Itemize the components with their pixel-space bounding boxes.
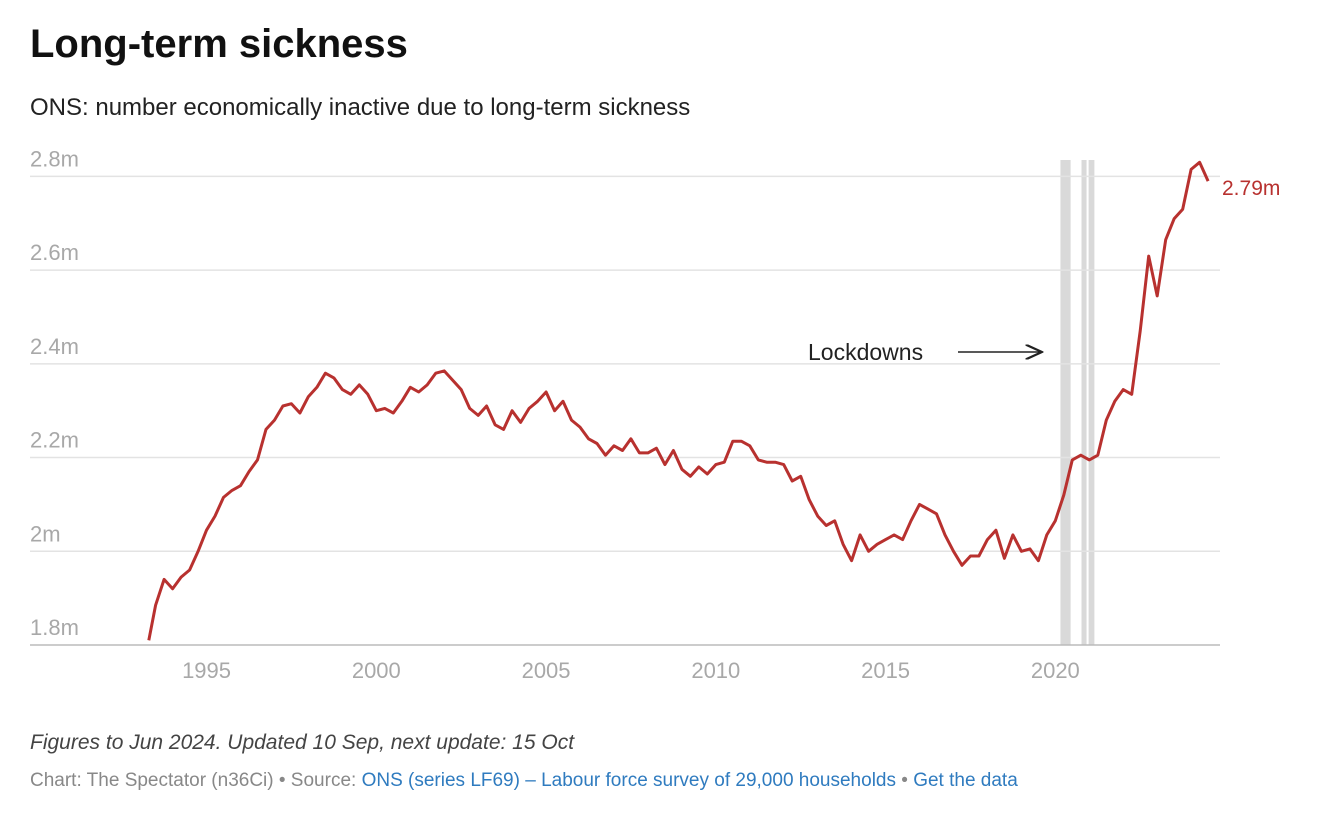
source-line: Chart: The Spectator (n36Ci) • Source: O… [30,770,1018,791]
grid-layer [30,175,1220,646]
y-tick-label: 2m [30,521,61,546]
lockdown-band [1060,160,1071,645]
y-tick-label: 2.4m [30,334,79,359]
series-line [147,160,1210,641]
lockdown-band [1081,160,1087,645]
credit: Chart: The Spectator (n36Ci) • Source: [30,770,356,791]
lockdown-band [1088,160,1095,645]
shade-layer [1060,160,1095,645]
x-tick-label: 2015 [861,658,910,683]
y-tick-label: 1.8m [30,615,79,640]
separator: • [901,770,908,791]
y-tick-label: 2.6m [30,240,79,265]
x-tick-label: 2010 [691,658,740,683]
note: Figures to Jun 2024. Updated 10 Sep, nex… [30,731,575,754]
x-tick-label: 2005 [522,658,571,683]
x-tick-label: 1995 [182,658,231,683]
end-label: 2.79m [1222,177,1280,200]
source-link[interactable]: ONS (series LF69) – Labour force survey … [362,770,896,791]
chart-title: Long-term sickness [30,22,408,66]
x-tick-label: 2000 [352,658,401,683]
x-tick-label: 2020 [1031,658,1080,683]
data-link[interactable]: Get the data [913,770,1018,791]
y-tick-label: 2.2m [30,428,79,453]
chart-subtitle: ONS: number economically inactive due to… [30,94,690,121]
annotation: Lockdowns [808,339,923,365]
y-tick-label: 2.8m [30,146,79,171]
